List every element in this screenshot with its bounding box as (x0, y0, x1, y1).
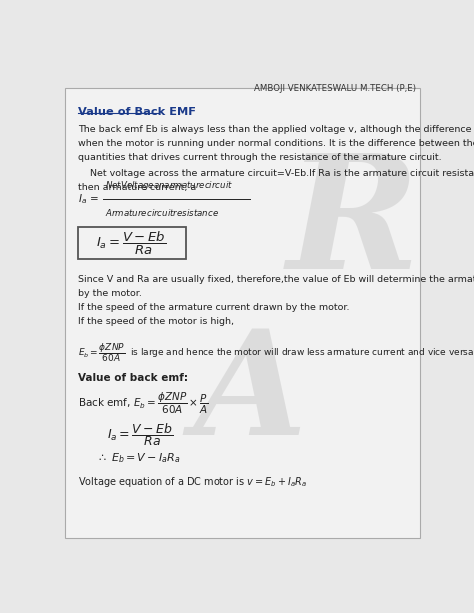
Text: when the motor is running under normal conditions. It is the difference between : when the motor is running under normal c… (78, 139, 474, 148)
Text: AMBOJI VENKATESWALU M.TECH (P,E): AMBOJI VENKATESWALU M.TECH (P,E) (254, 84, 416, 93)
Text: Since V and Ra are usually fixed, therefore,the value of Eb will determine the a: Since V and Ra are usually fixed, theref… (78, 275, 474, 284)
Text: quantities that drives current through the resistance of the armature circuit.: quantities that drives current through t… (78, 153, 441, 162)
Text: Back emf, $E_b = \dfrac{\phi ZNP}{60A} \times \dfrac{P}{A}$: Back emf, $E_b = \dfrac{\phi ZNP}{60A} \… (78, 390, 208, 416)
Text: If the speed of the motor is high,: If the speed of the motor is high, (78, 317, 234, 326)
Text: Voltage equation of a DC motor is $v = E_b + I_a R_a$: Voltage equation of a DC motor is $v = E… (78, 475, 307, 489)
Text: R: R (287, 148, 419, 302)
Text: $\mathit{NetVoltageanarmaturecircuit}$: $\mathit{NetVoltageanarmaturecircuit}$ (105, 178, 233, 191)
Text: $I_a = \dfrac{V-Eb}{Ra}$: $I_a = \dfrac{V-Eb}{Ra}$ (97, 229, 167, 257)
FancyBboxPatch shape (65, 88, 420, 538)
FancyBboxPatch shape (78, 227, 186, 259)
Text: $\therefore\ E_b = V - I_a R_a$: $\therefore\ E_b = V - I_a R_a$ (96, 451, 181, 465)
Text: then armature current, a: then armature current, a (78, 183, 196, 192)
Text: by the motor.: by the motor. (78, 289, 142, 298)
Text: $E_b = \dfrac{\phi ZNP}{60A}$  is large and hence the motor will draw less armat: $E_b = \dfrac{\phi ZNP}{60A}$ is large a… (78, 341, 474, 364)
Text: Value of Back EMF: Value of Back EMF (78, 107, 196, 116)
Text: A: A (194, 324, 307, 465)
Text: Value of back emf:: Value of back emf: (78, 373, 188, 383)
Text: If the speed of the armature current drawn by the motor.: If the speed of the armature current dra… (78, 303, 349, 312)
Text: $I_a = \dfrac{V-Eb}{Ra}$: $I_a = \dfrac{V-Eb}{Ra}$ (107, 421, 173, 448)
Text: $\mathit{Armaturecircuitresistance}$: $\mathit{Armaturecircuitresistance}$ (105, 207, 219, 218)
Text: Net voltage across the armature circuit=V-Eb.If Ra is the armature circuit resis: Net voltage across the armature circuit=… (78, 169, 474, 178)
Text: $I_a$ =: $I_a$ = (78, 192, 98, 206)
Text: The back emf Eb is always less than the applied voltage v, although the differen: The back emf Eb is always less than the … (78, 124, 474, 134)
